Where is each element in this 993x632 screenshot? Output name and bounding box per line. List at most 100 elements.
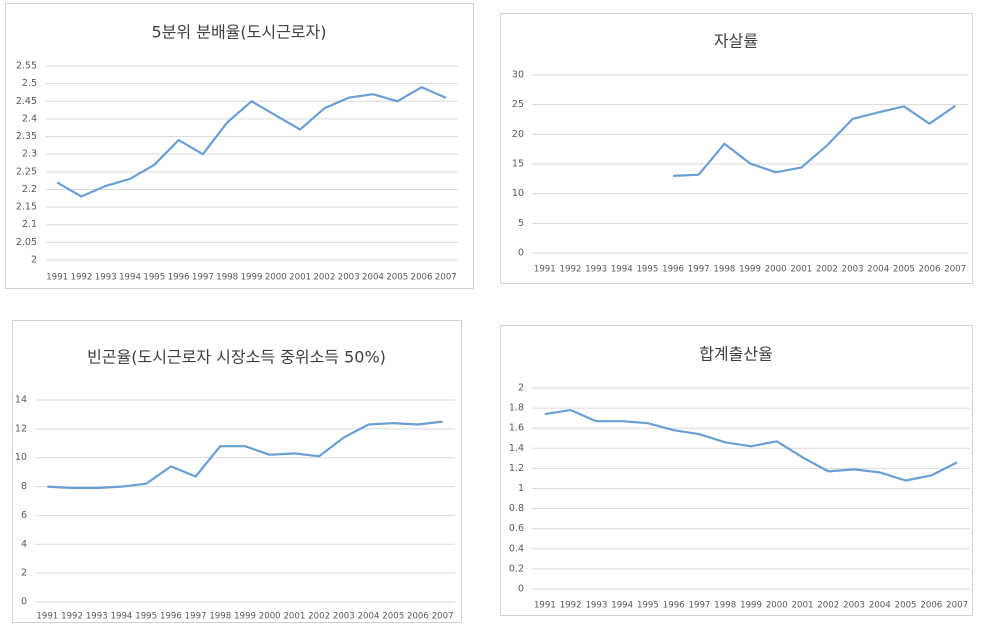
- x-tick-label: 1992: [560, 601, 582, 611]
- y-tick-label: 2.4: [22, 113, 37, 124]
- y-tick-label: 25: [512, 99, 524, 110]
- x-tick-label: 1998: [209, 612, 231, 622]
- y-tick-label: 8: [21, 481, 27, 492]
- x-tick-label: 1999: [739, 265, 761, 275]
- x-tick-label: 1996: [662, 265, 684, 275]
- y-tick-label: 2.1: [22, 219, 37, 230]
- x-tick-label: 2006: [407, 612, 429, 622]
- chart-frame: [12, 320, 462, 623]
- x-tick-label: 2005: [386, 273, 408, 283]
- x-tick-label: 1999: [740, 601, 762, 611]
- y-tick-label: 0.4: [509, 543, 524, 554]
- y-tick-label: 6: [21, 510, 27, 521]
- x-tick-label: 1991: [534, 601, 556, 611]
- y-tick-label: 5: [518, 218, 524, 229]
- y-tick-label: 0: [518, 248, 524, 259]
- y-tick-label: 1.8: [509, 403, 524, 414]
- chart-title: 5분위 분배율(도시근로자): [152, 23, 327, 42]
- y-tick-label: 2.45: [16, 96, 37, 107]
- y-tick-label: 4: [21, 539, 27, 550]
- x-tick-label: 1994: [111, 612, 133, 622]
- x-tick-label: 2003: [333, 612, 355, 622]
- y-tick-label: 2.35: [16, 131, 37, 142]
- x-tick-label: 2001: [289, 273, 311, 283]
- x-tick-label: 1997: [192, 273, 214, 283]
- x-tick-label: 1996: [160, 612, 182, 622]
- y-tick-label: 2.3: [22, 149, 37, 160]
- x-tick-label: 2002: [816, 265, 838, 275]
- x-tick-label: 2004: [362, 273, 384, 283]
- x-tick-label: 1993: [585, 601, 607, 611]
- y-tick-label: 1: [518, 483, 524, 494]
- y-tick-label: 2: [21, 568, 27, 579]
- x-tick-label: 2002: [308, 612, 330, 622]
- y-tick-label: 12: [15, 423, 27, 434]
- y-tick-label: 20: [512, 129, 524, 140]
- x-tick-label: 2006: [411, 273, 433, 283]
- y-tick-label: 30: [512, 70, 524, 81]
- y-tick-label: 0: [21, 597, 27, 608]
- x-tick-label: 1999: [234, 612, 256, 622]
- x-tick-label: 2004: [867, 265, 889, 275]
- x-tick-label: 1999: [241, 273, 263, 283]
- data-line: [673, 104, 956, 177]
- chart-frame: [5, 3, 474, 289]
- x-tick-label: 2000: [265, 273, 287, 283]
- x-tick-label: 2002: [817, 601, 839, 611]
- x-tick-label: 2007: [435, 273, 457, 283]
- x-tick-label: 1995: [143, 273, 165, 283]
- x-tick-label: 2005: [382, 612, 404, 622]
- x-tick-label: 2000: [766, 601, 788, 611]
- x-tick-label: 2007: [944, 265, 966, 275]
- x-tick-label: 1993: [585, 265, 607, 275]
- x-tick-label: 2003: [842, 265, 864, 275]
- y-tick-label: 2.5: [22, 78, 37, 89]
- y-tick-label: 2.25: [16, 166, 37, 177]
- x-tick-label: 2007: [432, 612, 454, 622]
- x-tick-label: 1996: [168, 273, 190, 283]
- y-tick-label: 2.05: [16, 237, 37, 248]
- y-tick-label: 10: [15, 452, 27, 463]
- x-tick-label: 2006: [919, 265, 941, 275]
- x-tick-label: 2003: [843, 601, 865, 611]
- x-tick-label: 2005: [895, 601, 917, 611]
- x-tick-label: 1995: [135, 612, 157, 622]
- x-tick-label: 1991: [36, 612, 58, 622]
- x-tick-label: 2005: [893, 265, 915, 275]
- data-line: [47, 420, 443, 490]
- x-tick-label: 2006: [920, 601, 942, 611]
- x-tick-label: 1993: [95, 273, 117, 283]
- y-tick-label: 1.2: [509, 463, 524, 474]
- y-tick-label: 2.15: [16, 202, 37, 213]
- x-tick-label: 1992: [61, 612, 83, 622]
- x-tick-label: 1996: [663, 601, 685, 611]
- chart-title: 자살률: [714, 32, 758, 51]
- data-line: [56, 86, 447, 198]
- x-tick-label: 1994: [611, 265, 633, 275]
- chart-title: 빈곤율(도시근로자 시장소득 중위소득 50%): [87, 348, 386, 367]
- x-tick-label: 2004: [869, 601, 891, 611]
- x-tick-label: 2000: [259, 612, 281, 622]
- y-tick-label: 0.2: [509, 563, 524, 574]
- y-tick-label: 2: [518, 383, 524, 394]
- x-tick-label: 2001: [790, 265, 812, 275]
- x-tick-label: 1998: [216, 273, 238, 283]
- x-tick-label: 1994: [611, 601, 633, 611]
- x-tick-label: 2002: [313, 273, 335, 283]
- x-tick-label: 2004: [358, 612, 380, 622]
- chart-frame: [500, 325, 973, 616]
- y-tick-label: 15: [512, 159, 524, 170]
- x-tick-label: 1991: [46, 273, 68, 283]
- x-tick-label: 2007: [946, 601, 968, 611]
- x-tick-label: 2001: [792, 601, 814, 611]
- x-tick-label: 2001: [283, 612, 305, 622]
- x-tick-label: 1998: [714, 601, 736, 611]
- x-tick-label: 2000: [765, 265, 787, 275]
- y-tick-label: 2: [31, 255, 37, 266]
- chart-title: 합계출산율: [699, 345, 773, 364]
- y-tick-label: 2.55: [16, 61, 37, 72]
- y-tick-label: 0: [518, 584, 524, 595]
- data-line: [544, 409, 958, 482]
- x-tick-label: 1998: [713, 265, 735, 275]
